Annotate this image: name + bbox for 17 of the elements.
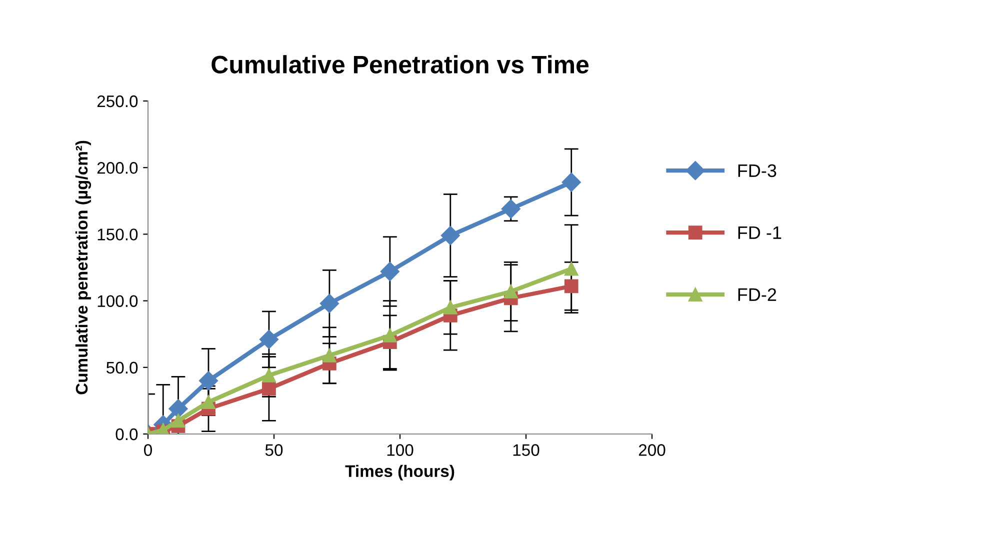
y-tick-label: 250.0 bbox=[97, 95, 138, 108]
chart-title: Cumulative Penetration vs Time bbox=[212, 55, 589, 74]
x-tick-label: 150 bbox=[513, 444, 540, 456]
y-tick-label: 200.0 bbox=[97, 162, 138, 174]
y-tick-label: 50.0 bbox=[106, 362, 138, 374]
x-tick-label: 0 bbox=[144, 444, 152, 456]
x-tick-label: 100 bbox=[387, 444, 414, 456]
y-tick-label: 100.0 bbox=[98, 295, 138, 308]
legend-label: FD -1 bbox=[738, 226, 782, 239]
x-axis-title: Times (hours) bbox=[345, 464, 454, 480]
legend-label: FD-3 bbox=[738, 164, 776, 178]
x-tick-label: 50 bbox=[265, 444, 283, 456]
y-tick-label: 150.0 bbox=[98, 228, 138, 240]
y-axis-title: Cumulative penetration (µg/cm²) bbox=[75, 140, 92, 394]
x-tick-label: 200 bbox=[638, 444, 666, 456]
y-tick-label: 0.0 bbox=[116, 428, 138, 440]
legend-label: FD-2 bbox=[738, 288, 776, 301]
